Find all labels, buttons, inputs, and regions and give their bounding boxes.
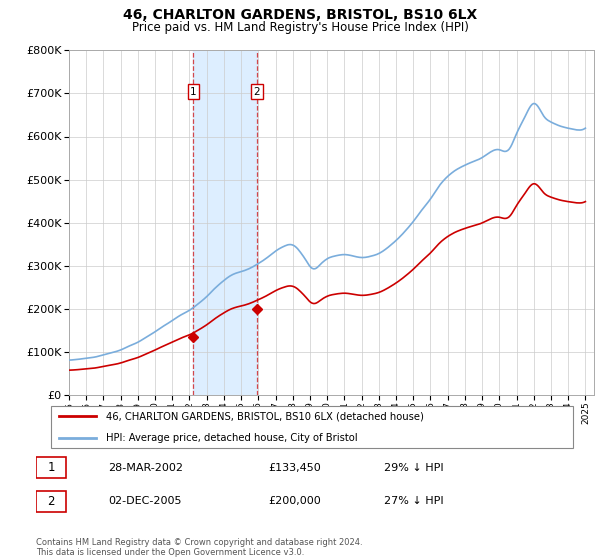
Text: Contains HM Land Registry data © Crown copyright and database right 2024.
This d: Contains HM Land Registry data © Crown c… [36, 538, 362, 557]
Text: 28-MAR-2002: 28-MAR-2002 [108, 463, 183, 473]
Text: HPI: Average price, detached house, City of Bristol: HPI: Average price, detached house, City… [106, 433, 358, 443]
Text: 1: 1 [190, 87, 197, 97]
Text: 27% ↓ HPI: 27% ↓ HPI [384, 496, 443, 506]
FancyBboxPatch shape [36, 457, 67, 478]
Text: 46, CHARLTON GARDENS, BRISTOL, BS10 6LX: 46, CHARLTON GARDENS, BRISTOL, BS10 6LX [123, 8, 477, 22]
FancyBboxPatch shape [50, 405, 574, 449]
Text: 02-DEC-2005: 02-DEC-2005 [108, 496, 181, 506]
Text: 1: 1 [47, 461, 55, 474]
Text: £133,450: £133,450 [268, 463, 320, 473]
Text: 2: 2 [254, 87, 260, 97]
FancyBboxPatch shape [36, 491, 67, 512]
Text: 29% ↓ HPI: 29% ↓ HPI [384, 463, 443, 473]
Bar [193, 50, 257, 395]
Text: 2: 2 [47, 494, 55, 508]
Text: £200,000: £200,000 [268, 496, 320, 506]
Text: 46, CHARLTON GARDENS, BRISTOL, BS10 6LX (detached house): 46, CHARLTON GARDENS, BRISTOL, BS10 6LX … [106, 411, 424, 421]
Text: Price paid vs. HM Land Registry's House Price Index (HPI): Price paid vs. HM Land Registry's House … [131, 21, 469, 34]
